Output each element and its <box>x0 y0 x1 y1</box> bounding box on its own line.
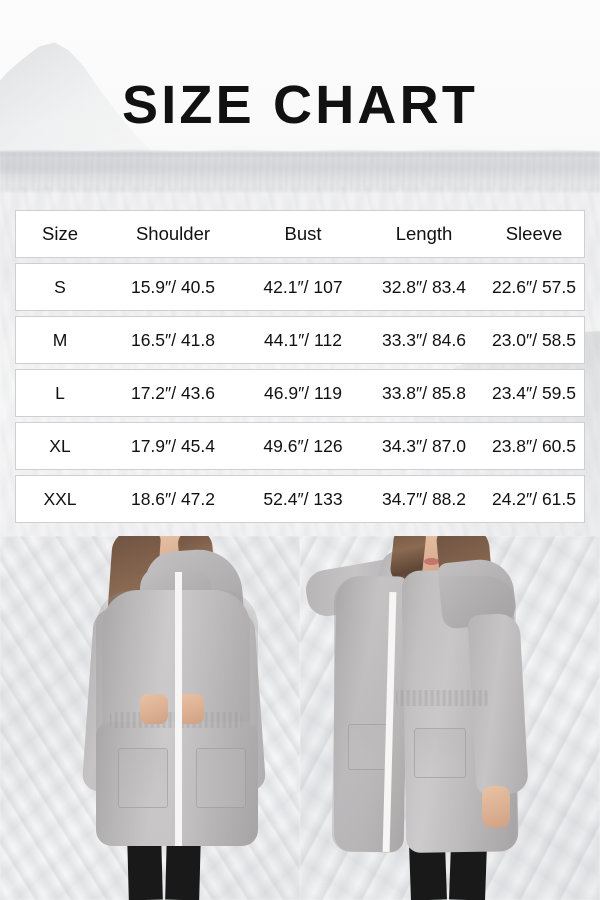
cell-length: 34.3″/ 87.0 <box>381 435 467 456</box>
table-row: S 15.9″/ 40.5 42.1″/ 107 32.8″/ 83.4 22.… <box>15 263 585 311</box>
column-header-size: Size <box>42 223 78 244</box>
table-row: M 16.5″/ 41.8 44.1″/ 112 33.3″/ 84.6 23.… <box>15 316 585 364</box>
cell-size: S <box>54 276 66 297</box>
background-canyon-rim-band <box>0 152 600 192</box>
product-photo-front-zipped <box>0 536 300 900</box>
jacket-zipper <box>175 572 182 846</box>
cell-bust: 49.6″/ 126 <box>263 435 343 456</box>
model-hand-left <box>140 694 168 724</box>
page-title: SIZE CHART <box>122 75 478 135</box>
cell-bust: 44.1″/ 112 <box>264 329 342 350</box>
cell-length: 34.7″/ 88.2 <box>381 488 467 509</box>
table-row: XXL 18.6″/ 47.2 52.4″/ 133 34.7″/ 88.2 2… <box>15 475 585 523</box>
model-hand-right <box>482 786 510 828</box>
cell-length: 33.8″/ 85.8 <box>381 382 467 403</box>
cell-size: M <box>52 329 68 350</box>
cell-bust: 46.9″/ 119 <box>264 382 342 403</box>
background-canyon-rim-edge <box>0 149 600 157</box>
cell-size: L <box>55 382 65 403</box>
cell-length: 33.3″/ 84.6 <box>381 329 467 350</box>
cell-shoulder: 18.6″/ 47.2 <box>130 488 216 509</box>
cell-sleeve: 23.4″/ 59.5 <box>491 382 577 403</box>
cell-size: XL <box>49 435 71 456</box>
model-figure <box>0 536 300 900</box>
jacket-pocket-right <box>414 728 466 778</box>
table-row: XL 17.9″/ 45.4 49.6″/ 126 34.3″/ 87.0 23… <box>15 422 585 470</box>
jacket-pocket-left <box>118 748 168 808</box>
cell-size: XXL <box>43 488 77 509</box>
column-header-sleeve: Sleeve <box>505 223 563 244</box>
cell-sleeve: 24.2″/ 61.5 <box>491 488 577 509</box>
cell-shoulder: 15.9″/ 40.5 <box>130 276 216 297</box>
cell-bust: 42.1″/ 107 <box>263 276 343 297</box>
jacket-waist-drawstring <box>396 690 488 706</box>
cell-sleeve: 22.6″/ 57.5 <box>491 276 577 297</box>
table-row: L 17.2″/ 43.6 46.9″/ 119 33.8″/ 85.8 23.… <box>15 369 585 417</box>
cell-length: 32.8″/ 83.4 <box>381 276 467 297</box>
jacket-pocket-right <box>196 748 246 808</box>
model-lips <box>424 558 439 565</box>
cell-shoulder: 17.2″/ 43.6 <box>130 382 216 403</box>
cell-sleeve: 23.8″/ 60.5 <box>491 435 577 456</box>
product-photo-strip <box>0 536 600 900</box>
column-header-bust: Bust <box>284 223 322 244</box>
cell-bust: 52.4″/ 133 <box>263 488 343 509</box>
product-photo-front-open <box>300 536 600 900</box>
cell-shoulder: 17.9″/ 45.4 <box>130 435 216 456</box>
table-header-row: Size Shoulder Bust Length Sleeve <box>15 210 585 258</box>
jacket-pocket-left <box>348 724 390 770</box>
column-header-shoulder: Shoulder <box>135 223 211 244</box>
model-figure <box>300 536 600 900</box>
column-header-length: Length <box>395 223 453 244</box>
cell-shoulder: 16.5″/ 41.8 <box>130 329 216 350</box>
cell-sleeve: 23.0″/ 58.5 <box>491 329 577 350</box>
size-chart-table: Size Shoulder Bust Length Sleeve S 15.9″… <box>15 210 585 523</box>
